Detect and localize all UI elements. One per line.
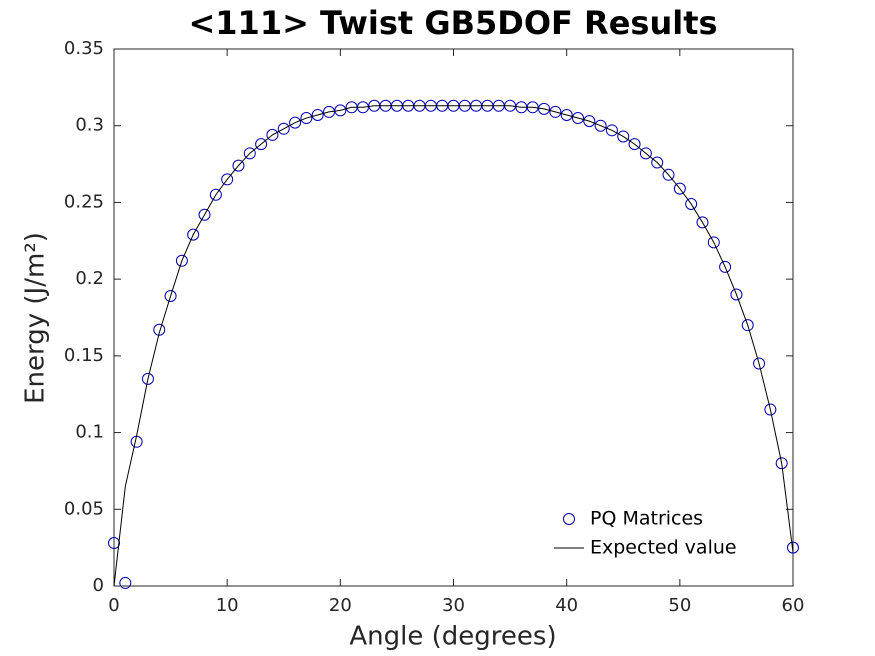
marker bbox=[764, 403, 777, 416]
marker bbox=[277, 122, 290, 135]
marker bbox=[605, 124, 618, 137]
marker bbox=[560, 108, 573, 121]
marker bbox=[651, 156, 664, 169]
x-tick-label: 50 bbox=[668, 595, 691, 616]
marker bbox=[594, 119, 607, 132]
legend-label: Expected value bbox=[590, 537, 737, 559]
marker bbox=[311, 108, 324, 121]
marker bbox=[232, 159, 245, 172]
marker bbox=[243, 147, 256, 160]
marker bbox=[300, 112, 313, 125]
legend-marker bbox=[563, 513, 575, 525]
marker bbox=[753, 357, 766, 370]
marker bbox=[719, 260, 732, 273]
marker bbox=[639, 147, 652, 160]
y-tick-label: 0.1 bbox=[75, 422, 104, 443]
marker bbox=[198, 208, 211, 221]
marker bbox=[209, 188, 222, 201]
marker bbox=[787, 541, 799, 554]
marker bbox=[323, 105, 336, 118]
marker bbox=[175, 254, 188, 267]
marker bbox=[741, 319, 754, 332]
x-axis-label: Angle (degrees) bbox=[349, 622, 556, 652]
x-tick-label: 0 bbox=[108, 595, 119, 616]
marker bbox=[775, 457, 788, 470]
x-tick-label: 20 bbox=[329, 595, 352, 616]
y-tick-label: 0.3 bbox=[75, 115, 104, 136]
x-tick-label: 40 bbox=[555, 595, 578, 616]
legend-label: PQ Matrices bbox=[590, 508, 703, 530]
marker bbox=[141, 372, 154, 385]
marker bbox=[673, 182, 686, 195]
y-tick-label: 0 bbox=[93, 575, 104, 596]
marker bbox=[289, 116, 302, 129]
marker bbox=[221, 173, 234, 186]
marker bbox=[119, 576, 132, 589]
marker bbox=[730, 288, 743, 301]
x-tick-label: 10 bbox=[216, 595, 239, 616]
marker bbox=[617, 130, 630, 143]
y-tick-label: 0.2 bbox=[75, 268, 104, 289]
marker bbox=[164, 290, 177, 303]
x-tick-label: 30 bbox=[442, 595, 465, 616]
plot-frame bbox=[113, 48, 794, 587]
y-axis-label: Energy (J/m²) bbox=[21, 232, 51, 404]
marker bbox=[538, 102, 551, 115]
marker bbox=[696, 216, 709, 229]
marker bbox=[108, 537, 120, 550]
marker bbox=[707, 236, 720, 249]
marker bbox=[583, 115, 596, 128]
marker bbox=[685, 197, 698, 210]
chart-title: <111> Twist GB5DOF Results bbox=[188, 4, 717, 42]
marker bbox=[266, 128, 279, 141]
marker bbox=[187, 228, 200, 241]
marker bbox=[628, 138, 641, 151]
line bbox=[113, 105, 794, 587]
y-tick-label: 0.25 bbox=[64, 191, 104, 212]
marker bbox=[549, 105, 562, 118]
marker bbox=[571, 112, 584, 125]
y-tick-label: 0.05 bbox=[64, 498, 104, 519]
marker bbox=[334, 104, 347, 117]
marker bbox=[662, 168, 675, 181]
y-tick-label: 0.35 bbox=[64, 38, 104, 59]
y-tick-label: 0.15 bbox=[64, 345, 104, 366]
marker bbox=[255, 138, 268, 151]
marker bbox=[153, 323, 166, 336]
x-tick-label: 60 bbox=[782, 595, 805, 616]
